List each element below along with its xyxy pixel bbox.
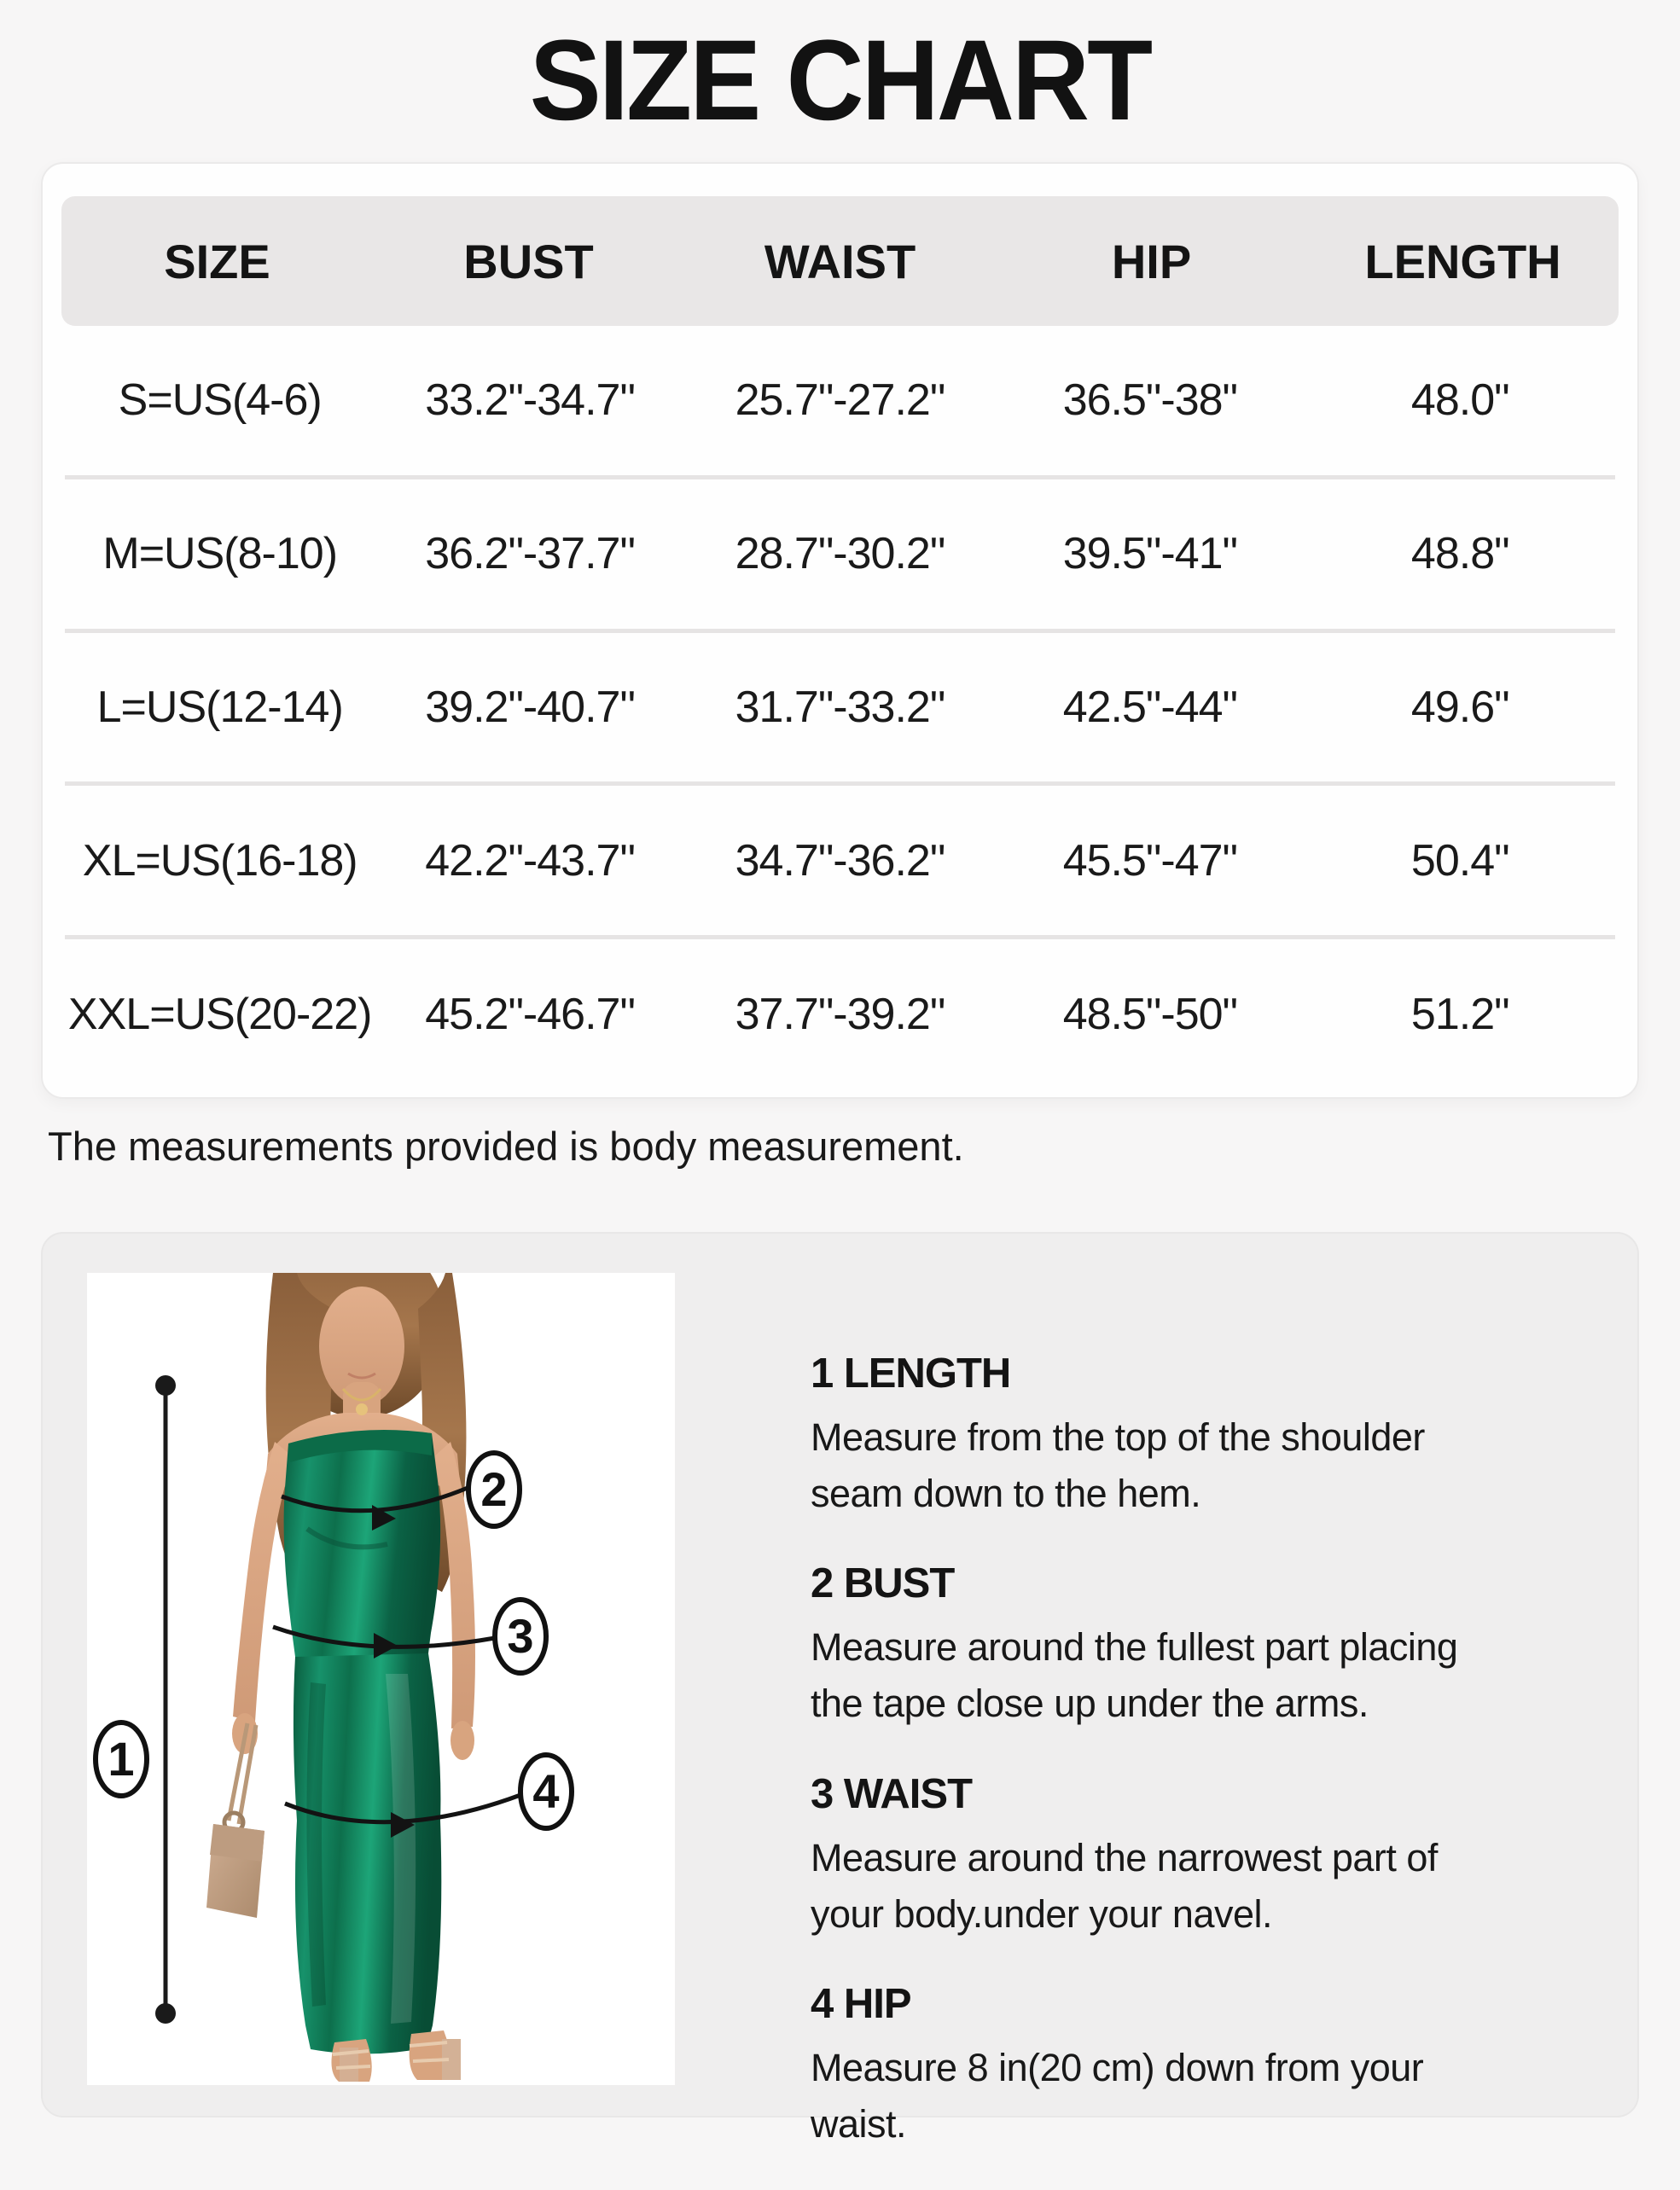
measuring-instructions: 1 LENGTH Measure from the top of the sho… (811, 1350, 1476, 2190)
table-row: XL=US(16-18) 42.2"-43.7" 34.7"-36.2" 45.… (65, 786, 1615, 940)
instruction-waist: 3 WAIST Measure around the narrowest par… (811, 1770, 1476, 1943)
marker-4-circle: 4 (518, 1752, 574, 1831)
cell-bust: 42.2"-43.7" (425, 835, 636, 886)
bust-measure-arrow (281, 1485, 468, 1531)
marker-1-label: 1 (108, 1732, 134, 1786)
cell-waist: 37.7"-39.2" (735, 989, 946, 1039)
instruction-bust: 2 BUST Measure around the fullest part p… (811, 1560, 1476, 1732)
column-header-waist: WAIST (764, 234, 916, 288)
cell-hip: 39.5"-41" (1062, 529, 1238, 579)
cell-length: 48.0" (1410, 375, 1510, 426)
cell-waist: 25.7"-27.2" (735, 375, 946, 426)
marker-2-label: 2 (480, 1462, 507, 1516)
cell-bust: 45.2"-46.7" (425, 989, 636, 1039)
instruction-waist-body: Measure around the narrowest part of you… (811, 1835, 1438, 1936)
table-row: S=US(4-6) 33.2"-34.7" 25.7"-27.2" 36.5"-… (65, 326, 1615, 479)
cell-size: XL=US(16-18) (82, 835, 358, 886)
cell-hip: 36.5"-38" (1062, 375, 1238, 426)
instruction-hip: 4 HIP Measure 8 in(20 cm) down from your… (811, 1980, 1476, 2152)
measuring-guide-card: 1 2 3 4 1 LENGTH Measure from the top of… (41, 1232, 1639, 2146)
length-measure-line (155, 1375, 176, 2024)
cell-size: S=US(4-6) (118, 375, 323, 426)
marker-3-label: 3 (507, 1609, 533, 1663)
instruction-hip-heading: 4 HIP (811, 1980, 912, 2027)
table-row: XXL=US(20-22) 45.2"-46.7" 37.7"-39.2" 48… (65, 939, 1615, 1089)
table-row: L=US(12-14) 39.2"-40.7" 31.7"-33.2" 42.5… (65, 633, 1615, 787)
table-row: M=US(8-10) 36.2"-37.7" 28.7"-30.2" 39.5"… (65, 479, 1615, 633)
instruction-length-body: Measure from the top of the shoulder sea… (811, 1415, 1425, 1516)
cell-size: L=US(12-14) (96, 682, 344, 732)
marker-4-label: 4 (532, 1764, 559, 1818)
cell-length: 48.8" (1410, 529, 1510, 579)
cell-bust: 36.2"-37.7" (425, 529, 636, 579)
cell-length: 49.6" (1410, 682, 1510, 732)
cell-waist: 28.7"-30.2" (735, 529, 946, 579)
instruction-bust-heading: 2 BUST (811, 1560, 955, 1607)
column-header-length: LENGTH (1364, 234, 1561, 288)
waist-measure-arrow (272, 1624, 496, 1658)
size-table-body: S=US(4-6) 33.2"-34.7" 25.7"-27.2" 36.5"-… (65, 326, 1615, 1089)
cell-hip: 45.5"-47" (1062, 835, 1238, 886)
marker-2-circle: 2 (466, 1450, 522, 1529)
cell-size: XXL=US(20-22) (67, 989, 373, 1039)
instruction-bust-body: Measure around the fullest part placing … (811, 1625, 1458, 1726)
body-measurement-note: The measurements provided is body measur… (48, 1124, 964, 1169)
cell-hip: 48.5"-50" (1062, 989, 1238, 1039)
marker-3-circle: 3 (492, 1597, 549, 1676)
model-figure (206, 1273, 475, 2082)
cell-waist: 34.7"-36.2" (735, 835, 946, 886)
instruction-length-heading: 1 LENGTH (811, 1351, 1011, 1397)
size-table-header-row: SIZE BUST WAIST HIP LENGTH (61, 196, 1619, 326)
necklace (341, 1388, 382, 1415)
instruction-hip-body: Measure 8 in(20 cm) down from your waist… (811, 2045, 1424, 2146)
cell-hip: 42.5"-44" (1062, 682, 1238, 732)
arm-right (433, 1442, 475, 1760)
face (319, 1287, 404, 1406)
sandals (331, 2030, 461, 2082)
dress (283, 1430, 442, 2054)
cell-size: M=US(8-10) (102, 529, 338, 579)
hip-measure-arrow (284, 1792, 521, 1838)
cell-bust: 33.2"-34.7" (425, 375, 636, 426)
cell-bust: 39.2"-40.7" (425, 682, 636, 732)
column-header-bust: BUST (463, 234, 594, 288)
instruction-length: 1 LENGTH Measure from the top of the sho… (811, 1350, 1476, 1522)
size-table-card: SIZE BUST WAIST HIP LENGTH S=US(4-6) 33.… (41, 162, 1639, 1099)
handbag (206, 1722, 264, 1918)
column-header-hip: HIP (1111, 234, 1192, 288)
model-photo: 1 2 3 4 (87, 1273, 675, 2085)
cell-length: 51.2" (1410, 989, 1510, 1039)
page-title: SIZE CHART (529, 17, 1153, 144)
marker-1-circle: 1 (93, 1720, 149, 1798)
cell-waist: 31.7"-33.2" (735, 682, 946, 732)
cell-length: 50.4" (1410, 835, 1510, 886)
instruction-waist-heading: 3 WAIST (811, 1770, 973, 1817)
column-header-size: SIZE (164, 234, 270, 288)
